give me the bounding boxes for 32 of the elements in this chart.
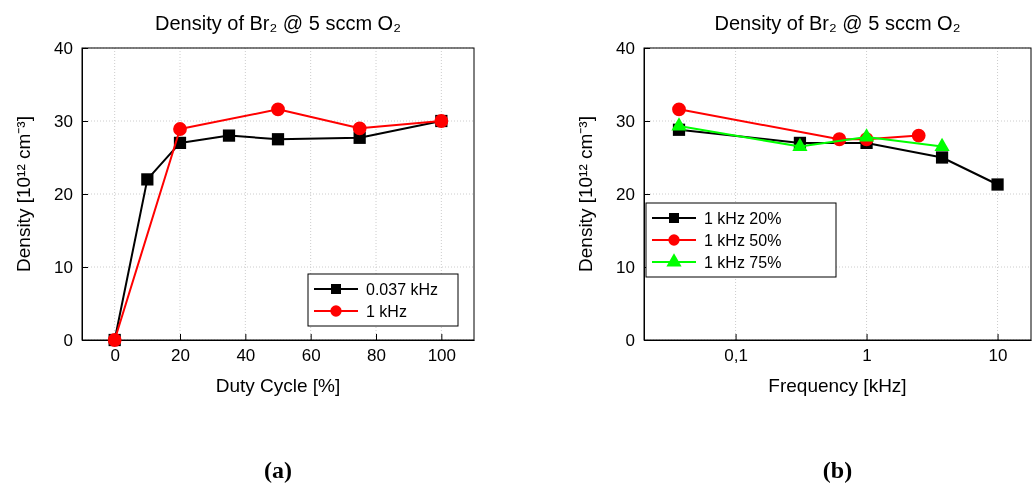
legend-label: 1 kHz 75%	[704, 254, 782, 271]
x-tick-label: 10	[988, 346, 1008, 366]
x-tick-label: 100	[427, 346, 457, 366]
legend-label: 1 kHz	[366, 303, 407, 320]
y-tick-label: 20	[616, 184, 635, 204]
legend-label: 0.037 kHz	[366, 281, 439, 298]
y-axis-title: Density [10¹² cm⁻³]	[13, 116, 34, 272]
chart-title: Density of Br₂ @ 5 sccm O₂	[714, 12, 961, 34]
y-tick-label: 30	[616, 111, 635, 131]
y-tick-label: 20	[54, 184, 73, 204]
y-tick-label: 40	[54, 38, 73, 58]
y-tick-label: 30	[54, 111, 73, 131]
legend-label: 1 kHz 20%	[704, 210, 782, 227]
x-tick-label: 0,1	[724, 346, 748, 366]
y-tick-label: 0	[625, 330, 635, 350]
chart-title: Density of Br₂ @ 5 sccm O₂	[155, 12, 401, 34]
y-tick-label: 40	[616, 38, 635, 58]
legend-label: 1 kHz 50%	[704, 232, 782, 249]
x-tick-label: 80	[367, 346, 386, 366]
x-tick-label: 40	[236, 346, 256, 366]
text: (a)	[264, 457, 292, 483]
x-tick-label: 20	[171, 346, 190, 366]
x-axis-title: Duty Cycle [%]	[215, 375, 341, 396]
text: (b)	[822, 457, 853, 483]
x-tick-label: 60	[301, 346, 321, 366]
x-axis-title: Frequency [kHz]	[768, 375, 907, 396]
y-tick-label: 10	[54, 257, 73, 277]
x-tick-label: 1	[862, 346, 872, 366]
y-axis-title: Density [10¹² cm⁻³]	[575, 116, 596, 272]
y-tick-label: 10	[616, 257, 635, 277]
y-tick-label: 0	[63, 330, 73, 350]
x-tick-label: 0	[110, 346, 120, 366]
